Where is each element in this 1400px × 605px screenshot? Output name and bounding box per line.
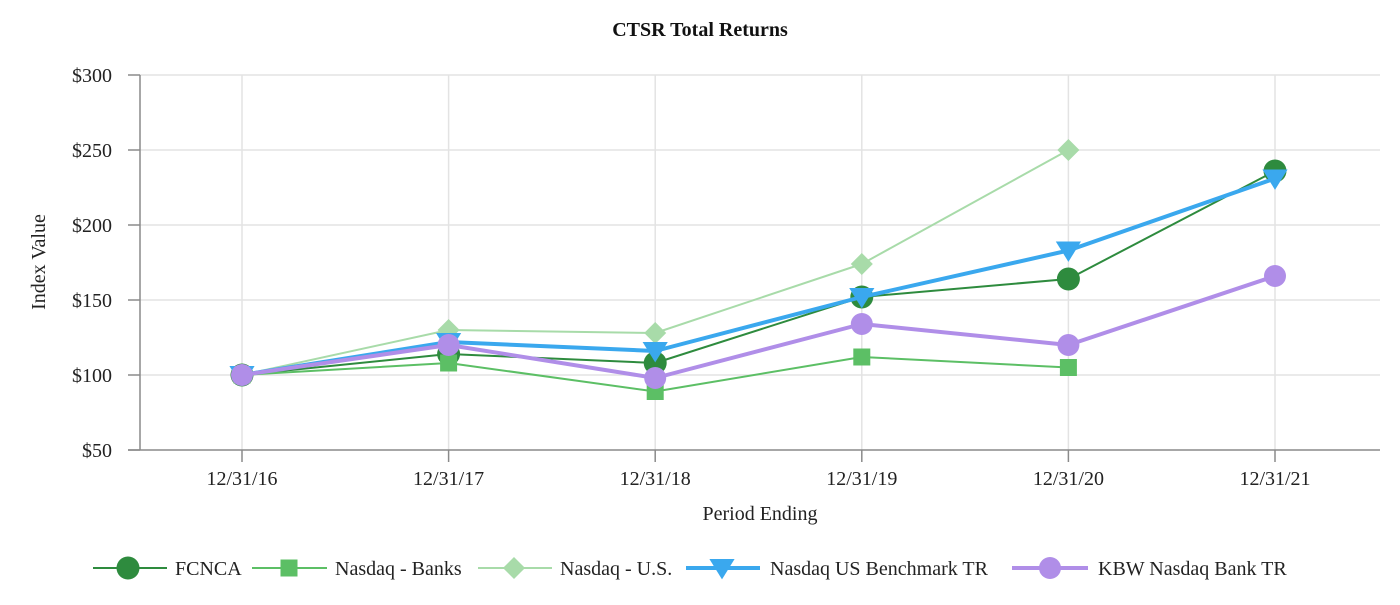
chart-title: CTSR Total Returns (612, 19, 788, 41)
data-point (849, 288, 875, 309)
y-tick-label: $50 (82, 440, 112, 462)
y-tick-label: $300 (72, 65, 112, 87)
legend-item[interactable]: Nasdaq US Benchmark TR (686, 558, 989, 580)
legend-item[interactable]: FCNCA (93, 556, 242, 581)
data-point (1055, 241, 1081, 262)
data-point (853, 348, 871, 366)
data-point (850, 252, 873, 276)
data-point (642, 342, 668, 363)
y-tick-label: $250 (72, 140, 112, 162)
legend-label: Nasdaq - Banks (335, 558, 462, 580)
legend-marker (280, 559, 298, 577)
legend-label: Nasdaq - U.S. (560, 558, 672, 580)
series-line (241, 170, 1276, 376)
data-point (644, 321, 667, 345)
y-tick-label: $150 (72, 290, 112, 312)
x-axis-label: Period Ending (703, 503, 818, 525)
x-tick-labels: 12/31/16 12/31/17 12/31/18 12/31/19 12/31/20… (206, 468, 1310, 490)
data-point (231, 364, 253, 386)
legend-marker (1039, 557, 1061, 579)
x-tick-label: 12/31/16 (206, 468, 277, 490)
series-5 (231, 265, 1286, 389)
data-point (850, 313, 873, 335)
data-point (437, 334, 460, 356)
legend-item[interactable]: Nasdaq - Banks (252, 558, 462, 580)
data-point (1264, 265, 1286, 287)
legend-item[interactable]: Nasdaq - U.S. (478, 556, 672, 580)
data-point (1262, 169, 1288, 190)
legend-label: KBW Nasdaq Bank TR (1098, 558, 1287, 580)
legend-item[interactable]: KBW Nasdaq Bank TR (1012, 557, 1287, 580)
series-line (241, 176, 1276, 377)
legend-marker (116, 556, 140, 580)
x-tick-label: 12/31/18 (620, 468, 691, 490)
series-lines (229, 138, 1288, 400)
data-point (1057, 138, 1080, 162)
x-tick-label: 12/31/20 (1033, 468, 1104, 490)
x-tick-label: 12/31/17 (413, 468, 484, 490)
x-tick-label: 12/31/19 (826, 468, 897, 490)
data-point (644, 367, 667, 389)
grid-lines (140, 74, 1380, 450)
y-tick-label: $200 (72, 215, 112, 237)
data-point (440, 354, 458, 372)
y-axis-label: Index Value (28, 214, 50, 310)
data-point (1056, 267, 1080, 291)
legend[interactable]: FCNCA Nasdaq - Banks Nasdaq - U.S. Nasdaq U… (93, 556, 1287, 581)
legend-label: FCNCA (175, 558, 242, 580)
y-tick-label: $100 (72, 365, 112, 387)
legend-label: Nasdaq US Benchmark TR (770, 558, 989, 580)
data-point (1059, 359, 1077, 376)
axes (128, 74, 1380, 462)
data-point (1057, 334, 1080, 356)
y-tick-labels: $50 $100 $150 $200 $250 $300 (72, 65, 112, 462)
legend-marker (502, 556, 526, 580)
series-line (241, 274, 1276, 380)
legend-marker (709, 559, 735, 580)
x-tick-label: 12/31/21 (1239, 468, 1310, 490)
